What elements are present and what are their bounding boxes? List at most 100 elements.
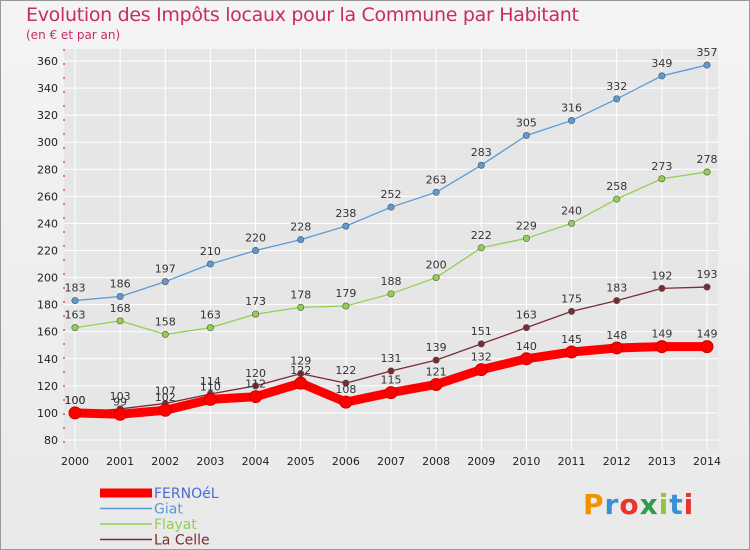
logo-letter: i <box>683 488 695 521</box>
data-point <box>658 175 666 183</box>
data-label: 193 <box>697 268 718 281</box>
data-label: 228 <box>290 221 311 234</box>
data-label: 151 <box>471 325 492 338</box>
data-label: 283 <box>471 146 492 159</box>
data-labels: 100 99 102 110 112 122 108 115 121 132 140 145 148 14… <box>65 46 718 408</box>
x-tick-label: 2013 <box>648 455 676 468</box>
x-tick-label: 2007 <box>377 455 405 468</box>
data-label: 122 <box>290 364 311 377</box>
x-tick-label: 2005 <box>287 455 315 468</box>
chart-title: Evolution des Impôts locaux pour la Comm… <box>26 4 579 26</box>
data-point <box>522 131 530 139</box>
data-label: 110 <box>200 380 221 393</box>
data-label: 102 <box>155 391 176 404</box>
data-label: 210 <box>200 245 221 258</box>
data-label: 132 <box>471 351 492 364</box>
data-label: 175 <box>561 292 582 305</box>
data-point <box>252 310 260 318</box>
x-tick-label: 2000 <box>61 455 89 468</box>
y-tick-label: 320 <box>37 109 58 122</box>
chart-subtitle: (en € et par an) <box>26 28 121 42</box>
data-label: 183 <box>606 282 627 295</box>
data-point <box>522 234 530 242</box>
y-tick-label: 100 <box>37 407 58 420</box>
data-point <box>565 345 579 359</box>
data-label: 140 <box>516 340 537 353</box>
data-label: 163 <box>65 309 86 322</box>
logo-letter: t <box>669 488 684 521</box>
data-label: 145 <box>561 333 582 346</box>
x-tick-label: 2008 <box>422 455 450 468</box>
data-point <box>384 386 398 400</box>
data-label: 149 <box>697 328 718 341</box>
data-label: 258 <box>606 180 627 193</box>
data-point <box>432 188 440 196</box>
logo-letter: i <box>658 488 670 521</box>
data-point <box>700 340 714 354</box>
data-point <box>203 392 217 406</box>
data-point <box>387 367 395 375</box>
data-label: 238 <box>335 207 356 220</box>
data-point <box>71 324 79 332</box>
data-point <box>342 379 350 387</box>
x-tick-label: 2006 <box>332 455 360 468</box>
data-label: 332 <box>606 80 627 93</box>
x-tick-label: 2002 <box>151 455 179 468</box>
logo-letter: x <box>639 488 659 521</box>
data-label: 168 <box>110 302 131 315</box>
data-point <box>568 117 576 125</box>
data-label: 263 <box>426 173 447 186</box>
data-label: 163 <box>516 309 537 322</box>
data-label: 179 <box>335 287 356 300</box>
logo-letter: P <box>583 488 605 521</box>
y-tick-label: 340 <box>37 82 58 95</box>
data-point <box>703 168 711 176</box>
data-point <box>432 274 440 282</box>
data-label: 316 <box>561 102 582 115</box>
data-point <box>610 341 624 355</box>
y-tick-label: 140 <box>37 353 58 366</box>
data-point <box>339 395 353 409</box>
data-point <box>429 378 443 392</box>
logo-letter: o <box>619 488 640 521</box>
data-label: 273 <box>651 160 672 173</box>
data-label: 222 <box>471 229 492 242</box>
data-label: 197 <box>155 263 176 276</box>
y-tick-label: 220 <box>37 245 58 258</box>
data-label: 278 <box>697 153 718 166</box>
data-point <box>71 297 79 305</box>
data-point <box>477 161 485 169</box>
data-point <box>68 406 82 420</box>
data-point <box>568 219 576 227</box>
x-tick-label: 2003 <box>196 455 224 468</box>
proxiti-logo: Proxiti <box>583 488 694 521</box>
data-label: 188 <box>381 275 402 288</box>
data-label: 131 <box>381 352 402 365</box>
data-label: 178 <box>290 288 311 301</box>
data-point <box>249 390 263 404</box>
data-label: 220 <box>245 232 266 245</box>
data-label: 186 <box>110 278 131 291</box>
data-label: 148 <box>606 329 627 342</box>
data-point <box>161 278 169 286</box>
logo-letter: r <box>604 488 620 521</box>
data-label: 357 <box>697 46 718 59</box>
data-point <box>342 222 350 230</box>
data-point <box>294 376 308 390</box>
data-point <box>342 302 350 310</box>
data-point <box>655 340 669 354</box>
data-label: 112 <box>245 378 266 391</box>
data-label: 240 <box>561 204 582 217</box>
x-tick-label: 2014 <box>693 455 721 468</box>
data-point <box>387 290 395 298</box>
data-point <box>703 61 711 69</box>
data-point <box>252 382 260 390</box>
y-tick-label: 360 <box>37 55 58 68</box>
data-point <box>206 260 214 268</box>
data-label: 252 <box>381 188 402 201</box>
data-point <box>113 407 127 421</box>
data-label: 120 <box>245 367 266 380</box>
data-label: 229 <box>516 219 537 232</box>
data-label: 163 <box>200 309 221 322</box>
